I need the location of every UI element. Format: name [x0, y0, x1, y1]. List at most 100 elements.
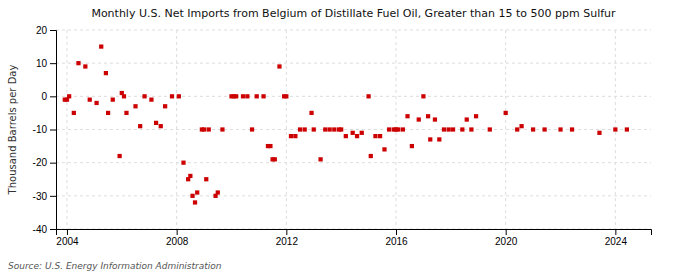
point: [613, 127, 617, 131]
point: [122, 94, 126, 98]
point: [542, 127, 546, 131]
point: [181, 161, 185, 165]
point: [204, 177, 208, 181]
point: [99, 44, 103, 48]
point: [124, 111, 128, 115]
point: [117, 154, 121, 158]
point: [193, 200, 197, 204]
point: [442, 127, 446, 131]
source: Source: U.S. Energy Information Administ…: [8, 261, 222, 271]
point: [190, 194, 194, 198]
tick-mark: [50, 196, 56, 197]
grid-line: [56, 195, 651, 196]
point: [360, 131, 364, 135]
point: [366, 94, 370, 98]
point: [289, 134, 293, 138]
tick-label: 20: [36, 25, 48, 36]
point: [293, 134, 297, 138]
y-tick: -20: [33, 157, 56, 168]
tick-mark: [67, 229, 68, 235]
y-tick: -10: [33, 124, 56, 135]
point: [220, 127, 224, 131]
grid-line: [56, 162, 651, 163]
x-tick: 2016: [385, 229, 408, 247]
point: [277, 64, 281, 68]
grid: [56, 30, 651, 229]
point: [401, 127, 405, 131]
point: [67, 94, 71, 98]
tick-mark: [50, 30, 56, 31]
point: [202, 127, 206, 131]
tick-label: 2020: [495, 236, 518, 247]
point: [351, 131, 355, 135]
point: [255, 94, 259, 98]
axis-line: [57, 230, 652, 236]
point: [216, 190, 220, 194]
point: [597, 131, 601, 135]
point: [106, 111, 110, 115]
point: [163, 104, 167, 108]
point: [268, 144, 272, 148]
tick-label: -20: [33, 157, 48, 168]
point: [195, 190, 199, 194]
point: [519, 124, 523, 128]
point: [421, 94, 425, 98]
tick-mark: [177, 229, 178, 235]
point: [433, 117, 437, 121]
point: [355, 134, 359, 138]
tick-label: 0: [41, 91, 47, 102]
point: [323, 127, 327, 131]
point: [261, 94, 265, 98]
point: [273, 157, 277, 161]
point: [309, 111, 313, 115]
point: [328, 127, 332, 131]
point: [332, 127, 336, 131]
point: [405, 114, 409, 118]
tick-label: 2004: [56, 236, 79, 247]
tick-label: 2008: [166, 236, 189, 247]
point: [504, 111, 508, 115]
y-tick: 0: [41, 91, 56, 102]
grid-line: [56, 63, 651, 64]
point: [207, 127, 211, 131]
point: [138, 124, 142, 128]
point: [154, 121, 158, 125]
grid-line: [66, 30, 67, 229]
point: [133, 104, 137, 108]
y-tick: 20: [36, 25, 56, 36]
point: [142, 94, 146, 98]
tick-label: 10: [36, 58, 48, 69]
tick-mark: [506, 229, 507, 235]
point: [382, 147, 386, 151]
point: [177, 94, 181, 98]
point: [474, 114, 478, 118]
point: [344, 134, 348, 138]
point: [460, 127, 464, 131]
tick-label: -10: [33, 124, 48, 135]
point: [558, 127, 562, 131]
point: [428, 137, 432, 141]
point: [469, 127, 473, 131]
point: [437, 137, 441, 141]
point: [426, 114, 430, 118]
y-tick: -30: [33, 191, 56, 202]
point: [83, 64, 87, 68]
x-tick: 2024: [605, 229, 628, 247]
x-tick: 2004: [56, 229, 79, 247]
point: [241, 94, 245, 98]
tick-mark: [50, 163, 56, 164]
tick-mark: [50, 130, 56, 131]
tick-label: -30: [33, 191, 48, 202]
grid-line: [176, 30, 177, 229]
point: [104, 71, 108, 75]
tick-mark: [50, 63, 56, 64]
point: [339, 127, 343, 131]
point: [465, 117, 469, 121]
point: [188, 174, 192, 178]
axis-line: [50, 31, 57, 230]
tick-label: 2012: [276, 236, 299, 247]
point: [531, 127, 535, 131]
tick-label: 2016: [385, 236, 408, 247]
point: [72, 111, 76, 115]
point: [570, 127, 574, 131]
